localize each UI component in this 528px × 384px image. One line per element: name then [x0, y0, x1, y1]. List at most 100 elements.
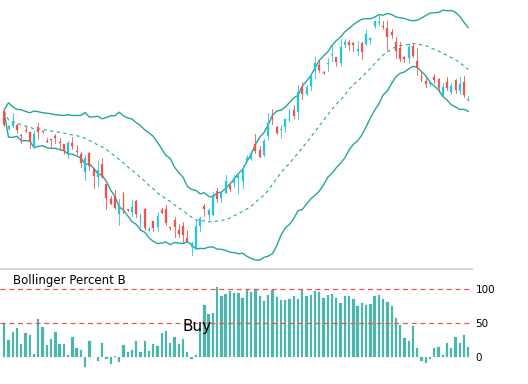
Bar — [467, 347, 469, 357]
Bar — [365, 34, 367, 44]
Bar — [80, 350, 82, 357]
Bar — [139, 352, 142, 357]
Bar — [186, 238, 188, 242]
Bar — [416, 348, 418, 357]
Bar — [374, 22, 375, 26]
Bar — [195, 355, 197, 357]
Bar — [344, 42, 346, 45]
Bar — [340, 46, 342, 63]
Bar — [263, 301, 265, 357]
Bar — [54, 332, 56, 357]
Bar — [203, 206, 205, 210]
Bar — [254, 289, 257, 357]
Bar — [101, 164, 103, 177]
Bar — [220, 193, 222, 198]
Bar — [446, 343, 448, 357]
Bar — [229, 186, 231, 189]
Bar — [41, 327, 44, 357]
Bar — [293, 110, 295, 116]
Bar — [225, 181, 227, 193]
Bar — [114, 356, 116, 357]
Bar — [425, 357, 427, 363]
Bar — [450, 86, 452, 92]
Bar — [314, 291, 316, 357]
Bar — [455, 337, 457, 357]
Bar — [131, 207, 133, 212]
Bar — [395, 42, 397, 51]
Bar — [463, 81, 465, 95]
Bar — [29, 334, 31, 357]
Bar — [67, 355, 69, 357]
Text: Bollinger Percent B: Bollinger Percent B — [13, 275, 126, 288]
Bar — [271, 290, 274, 357]
Bar — [386, 28, 389, 37]
Bar — [84, 158, 86, 172]
Bar — [233, 178, 235, 183]
Bar — [348, 296, 350, 357]
Bar — [259, 296, 261, 357]
Bar — [21, 135, 22, 136]
Bar — [433, 77, 435, 79]
Bar — [169, 227, 171, 228]
Bar — [157, 216, 158, 227]
Bar — [20, 344, 23, 357]
Bar — [161, 333, 163, 357]
Bar — [438, 79, 439, 88]
Bar — [195, 226, 197, 248]
Bar — [331, 295, 333, 357]
Bar — [80, 154, 82, 163]
Bar — [352, 300, 354, 357]
Bar — [237, 293, 240, 357]
Bar — [174, 220, 175, 227]
Bar — [365, 305, 367, 357]
Bar — [173, 337, 176, 357]
Bar — [54, 136, 56, 139]
Bar — [280, 300, 282, 357]
Bar — [331, 54, 333, 55]
Bar — [327, 295, 329, 357]
Bar — [33, 134, 35, 146]
Bar — [446, 83, 448, 88]
Bar — [318, 65, 320, 70]
Bar — [429, 83, 431, 84]
Bar — [220, 296, 222, 357]
Bar — [433, 348, 436, 357]
Bar — [50, 339, 52, 357]
Bar — [122, 194, 125, 212]
Bar — [67, 143, 69, 153]
Bar — [199, 218, 201, 226]
Bar — [229, 291, 231, 357]
Bar — [267, 123, 269, 136]
Bar — [370, 38, 371, 40]
Bar — [301, 290, 304, 357]
Bar — [276, 127, 278, 133]
Bar — [152, 344, 154, 357]
Bar — [139, 215, 142, 223]
Bar — [442, 87, 444, 94]
Bar — [420, 75, 422, 81]
Bar — [165, 210, 167, 223]
Bar — [182, 226, 184, 235]
Bar — [3, 111, 5, 124]
Bar — [386, 302, 389, 357]
Bar — [459, 84, 461, 91]
Bar — [122, 345, 125, 357]
Bar — [250, 293, 252, 357]
Bar — [203, 305, 205, 357]
Bar — [284, 119, 286, 127]
Bar — [284, 300, 286, 357]
Bar — [280, 129, 282, 131]
Bar — [161, 210, 163, 213]
Bar — [416, 61, 418, 68]
Bar — [450, 348, 452, 357]
Bar — [7, 126, 10, 129]
Bar — [391, 306, 393, 357]
Bar — [403, 57, 406, 59]
Bar — [114, 196, 116, 209]
Bar — [127, 209, 129, 210]
Bar — [178, 230, 180, 234]
Bar — [37, 319, 40, 357]
Bar — [148, 228, 150, 230]
Bar — [37, 127, 39, 132]
Bar — [378, 295, 380, 357]
